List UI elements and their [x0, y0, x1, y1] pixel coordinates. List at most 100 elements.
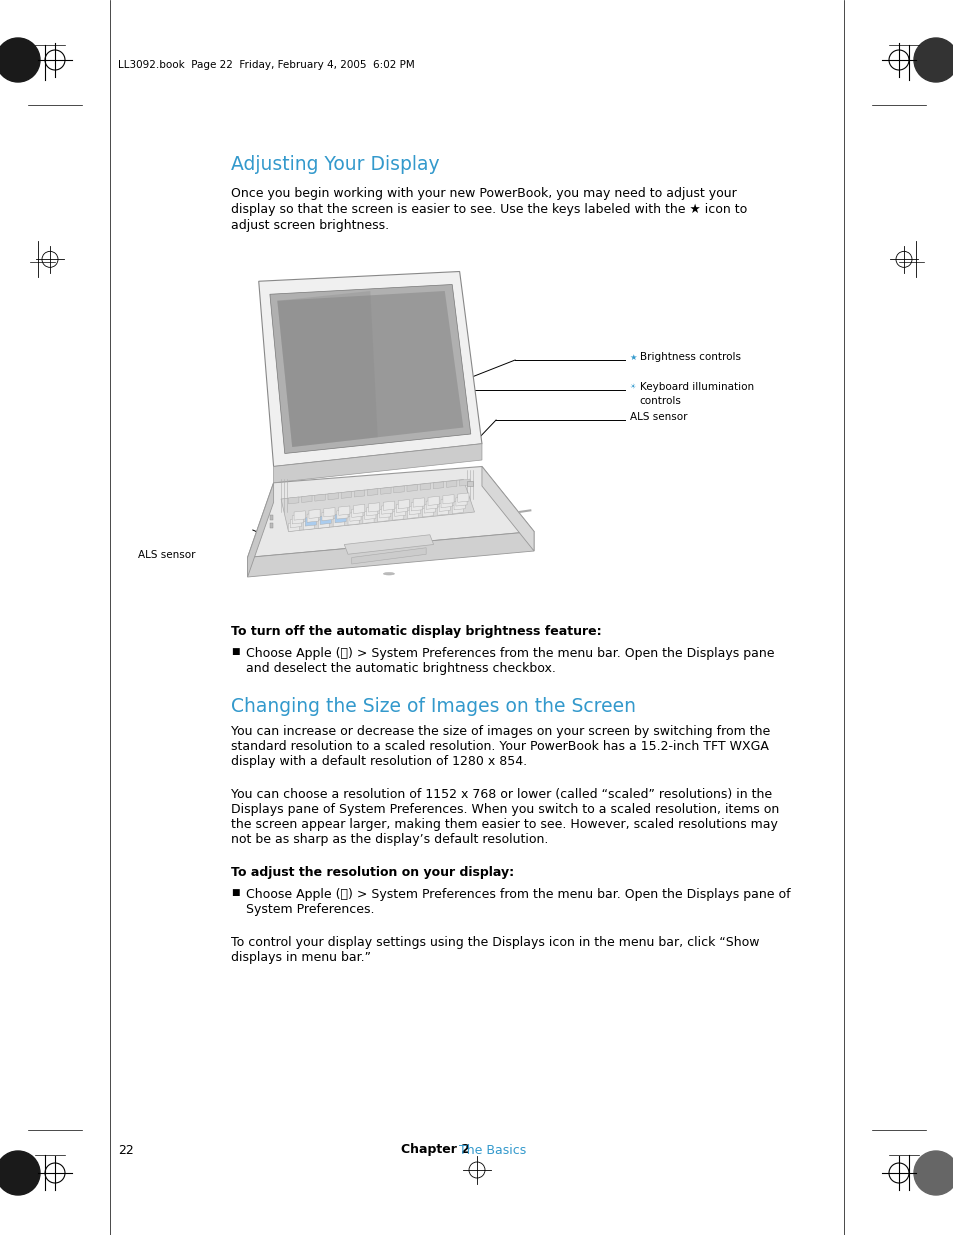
- Polygon shape: [247, 531, 534, 577]
- Text: ALS sensor: ALS sensor: [138, 550, 195, 559]
- Text: Choose Apple () > System Preferences from the menu bar. Open the Displays pane: Choose Apple () > System Preferences fr…: [246, 647, 774, 659]
- Polygon shape: [307, 513, 318, 522]
- Polygon shape: [381, 505, 393, 514]
- Ellipse shape: [383, 573, 395, 576]
- Polygon shape: [368, 503, 379, 513]
- Polygon shape: [379, 509, 391, 517]
- Polygon shape: [452, 504, 463, 514]
- Polygon shape: [428, 496, 438, 505]
- Polygon shape: [424, 504, 435, 513]
- Text: LL3092.book  Page 22  Friday, February 4, 2005  6:02 PM: LL3092.book Page 22 Friday, February 4, …: [118, 61, 415, 70]
- Polygon shape: [367, 489, 377, 495]
- Polygon shape: [433, 482, 443, 489]
- Polygon shape: [354, 504, 364, 514]
- Polygon shape: [350, 513, 360, 521]
- Text: To turn off the automatic display brightness feature:: To turn off the automatic display bright…: [231, 625, 600, 638]
- Text: You can choose a resolution of 1152 x 768 or lower (called “scaled” resolutions): You can choose a resolution of 1152 x 76…: [231, 788, 771, 802]
- Circle shape: [913, 38, 953, 82]
- Polygon shape: [393, 511, 403, 520]
- Text: and deselect the automatic brightness checkbox.: and deselect the automatic brightness ch…: [246, 662, 556, 676]
- Polygon shape: [247, 467, 534, 557]
- Polygon shape: [396, 503, 407, 513]
- Text: the screen appear larger, making them easier to see. However, scaled resolutions: the screen appear larger, making them ea…: [231, 818, 777, 831]
- Polygon shape: [314, 494, 325, 501]
- Polygon shape: [377, 513, 389, 521]
- Text: Keyboard illumination: Keyboard illumination: [639, 382, 753, 391]
- Text: display with a default resolution of 1280 x 854.: display with a default resolution of 128…: [231, 755, 526, 768]
- Polygon shape: [333, 517, 344, 526]
- Polygon shape: [454, 500, 465, 510]
- Polygon shape: [281, 479, 474, 531]
- Polygon shape: [288, 522, 299, 531]
- Polygon shape: [321, 511, 333, 521]
- Polygon shape: [459, 479, 470, 487]
- Polygon shape: [422, 508, 433, 517]
- Polygon shape: [481, 467, 534, 551]
- Text: 22: 22: [118, 1144, 133, 1156]
- Polygon shape: [413, 498, 424, 508]
- Polygon shape: [364, 510, 375, 520]
- Polygon shape: [395, 508, 405, 516]
- Text: You can increase or decrease the size of images on your screen by switching from: You can increase or decrease the size of…: [231, 725, 769, 739]
- Polygon shape: [457, 493, 469, 503]
- Polygon shape: [446, 480, 456, 488]
- Text: display so that the screen is easier to see. Use the keys labeled with the ★ ico: display so that the screen is easier to …: [231, 203, 746, 216]
- Polygon shape: [407, 484, 417, 492]
- Polygon shape: [336, 510, 348, 519]
- Polygon shape: [352, 508, 362, 517]
- Text: Chapter 2: Chapter 2: [400, 1144, 469, 1156]
- Text: To adjust the resolution on your display:: To adjust the resolution on your display…: [231, 866, 514, 879]
- Text: Changing the Size of Images on the Screen: Changing the Size of Images on the Scree…: [231, 697, 636, 716]
- Polygon shape: [362, 514, 374, 524]
- Polygon shape: [290, 519, 301, 527]
- Text: displays in menu bar.”: displays in menu bar.”: [231, 951, 371, 965]
- Circle shape: [0, 38, 40, 82]
- Polygon shape: [303, 521, 314, 530]
- Text: The Basics: The Basics: [458, 1144, 525, 1156]
- Polygon shape: [320, 515, 331, 525]
- Polygon shape: [292, 515, 303, 524]
- Text: Adjusting Your Display: Adjusting Your Display: [231, 156, 439, 174]
- Text: To control your display settings using the Displays icon in the menu bar, click : To control your display settings using t…: [231, 936, 759, 948]
- Polygon shape: [309, 509, 320, 519]
- Polygon shape: [305, 516, 316, 526]
- Polygon shape: [419, 483, 430, 490]
- Polygon shape: [380, 488, 391, 494]
- Polygon shape: [426, 500, 436, 509]
- Polygon shape: [247, 483, 274, 577]
- Polygon shape: [440, 499, 452, 508]
- Text: adjust screen brightness.: adjust screen brightness.: [231, 219, 389, 232]
- Text: not be as sharp as the display’s default resolution.: not be as sharp as the display’s default…: [231, 832, 548, 846]
- Polygon shape: [348, 516, 358, 525]
- Text: controls: controls: [639, 396, 680, 406]
- Polygon shape: [277, 291, 463, 447]
- Polygon shape: [442, 494, 454, 504]
- Polygon shape: [335, 514, 346, 522]
- Polygon shape: [409, 505, 420, 515]
- Text: Once you begin working with your new PowerBook, you may need to adjust your: Once you begin working with your new Pow…: [231, 186, 736, 200]
- Polygon shape: [328, 493, 338, 500]
- Polygon shape: [270, 284, 471, 453]
- Polygon shape: [323, 508, 335, 517]
- Text: Displays pane of System Preferences. When you switch to a scaled resolution, ite: Displays pane of System Preferences. Whe…: [231, 803, 779, 816]
- Polygon shape: [288, 496, 298, 504]
- Polygon shape: [411, 501, 422, 511]
- Polygon shape: [366, 506, 377, 516]
- Polygon shape: [344, 535, 433, 555]
- Polygon shape: [383, 501, 395, 510]
- Polygon shape: [294, 511, 305, 520]
- Polygon shape: [397, 499, 409, 509]
- Polygon shape: [436, 506, 448, 515]
- Text: Choose Apple () > System Preferences from the menu bar. Open the Displays pane : Choose Apple () > System Preferences fr…: [246, 888, 790, 902]
- Polygon shape: [407, 509, 418, 519]
- Polygon shape: [438, 503, 450, 511]
- Polygon shape: [352, 548, 426, 564]
- Text: ALS sensor: ALS sensor: [629, 412, 686, 422]
- Bar: [270, 524, 273, 529]
- Text: ■: ■: [231, 647, 239, 656]
- Bar: [270, 515, 273, 520]
- Polygon shape: [274, 443, 481, 483]
- Polygon shape: [258, 272, 481, 467]
- Polygon shape: [277, 291, 377, 447]
- Text: standard resolution to a scaled resolution. Your PowerBook has a 15.2-inch TFT W: standard resolution to a scaled resoluti…: [231, 740, 768, 753]
